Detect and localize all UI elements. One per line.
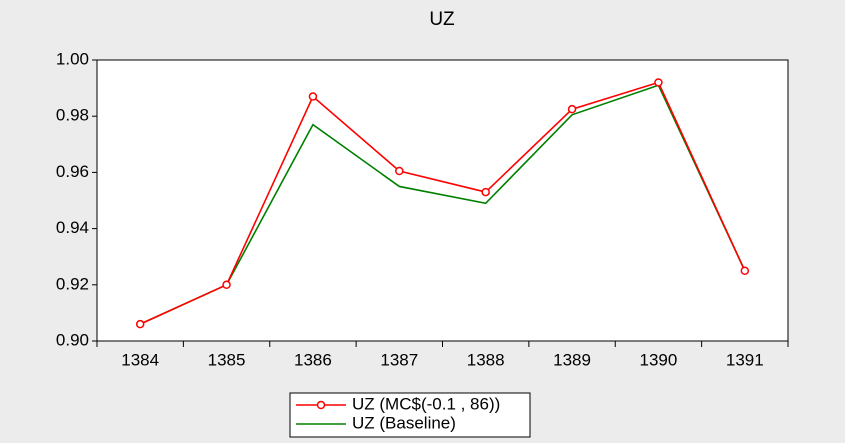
x-tick-label: 1389 [553, 350, 591, 369]
point [567, 104, 577, 114]
plot-area [96, 59, 789, 342]
x-tick-label: 1385 [208, 350, 246, 369]
y-tick-label: 1.00 [56, 49, 89, 68]
point [654, 78, 663, 87]
point [308, 92, 318, 101]
legend [289, 392, 531, 438]
y-tick-label: 0.96 [56, 162, 89, 181]
series-line [139, 84, 746, 325]
x-tick-label: 1384 [121, 350, 159, 369]
y-tick-label: 0.98 [56, 106, 89, 125]
chart-title: UZ [429, 9, 455, 30]
point [135, 319, 145, 329]
legend-marker [316, 400, 326, 410]
point [740, 266, 750, 275]
x-tick-label: 1391 [726, 350, 764, 369]
y-tick-label: 0.90 [56, 330, 89, 349]
series-line [139, 81, 746, 325]
point [481, 187, 490, 197]
legend-label: UZ (Baseline) [352, 413, 456, 432]
x-tick-label: 1386 [294, 350, 332, 369]
x-tick-label: 1387 [380, 350, 418, 369]
point [222, 280, 231, 290]
y-tick-label: 0.92 [56, 274, 89, 293]
x-tick-label: 1388 [467, 350, 505, 369]
y-tick-label: 0.94 [56, 218, 89, 237]
point [395, 166, 404, 176]
x-tick-label: 1390 [640, 350, 678, 369]
legend-label: UZ (MC$(-0.1 , 86)) [352, 394, 500, 413]
